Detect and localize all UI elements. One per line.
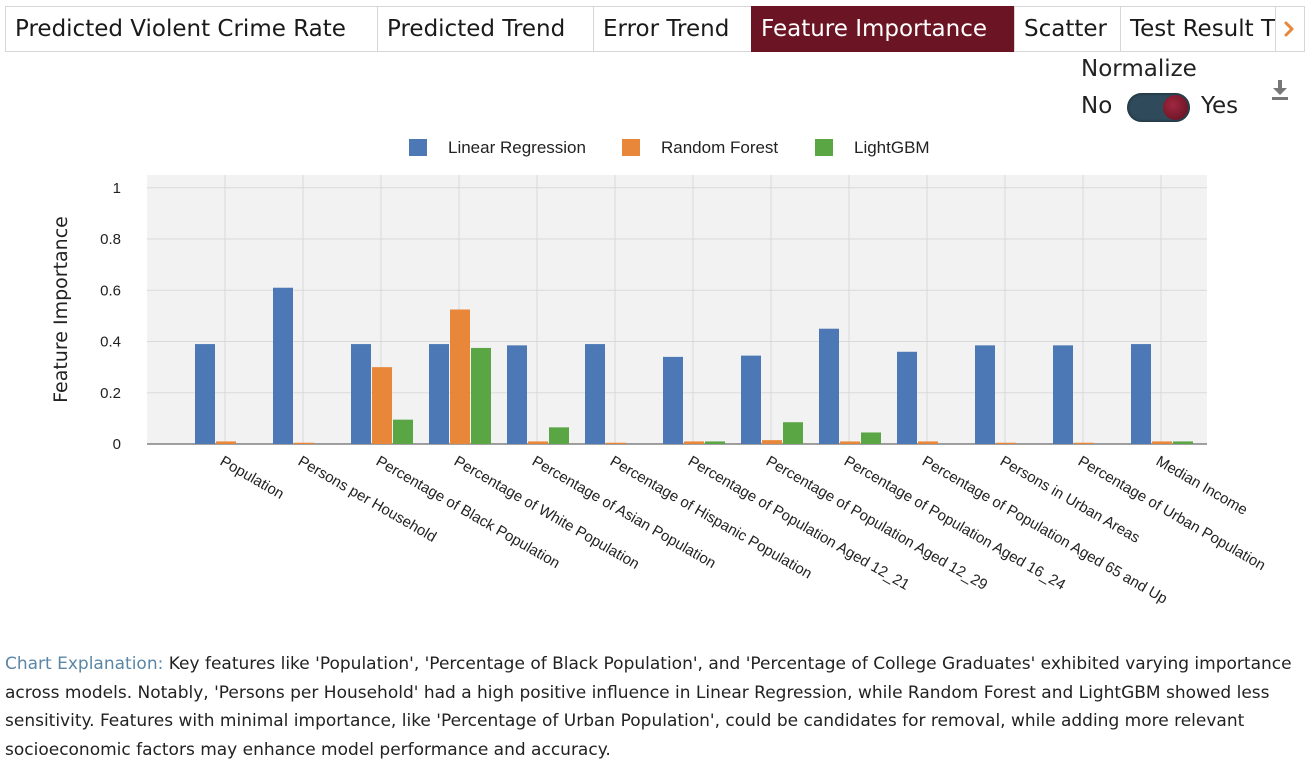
bar-lightgbm[interactable]	[783, 422, 803, 444]
y-axis: 0 0.2 0.4 0.6 0.8 1	[100, 180, 121, 453]
tab-scatter[interactable]: Scatter	[1014, 6, 1121, 52]
toggle-knob	[1163, 95, 1188, 120]
tab-feature-importance[interactable]: Feature Importance	[751, 6, 1015, 52]
normalize-on-label: Yes	[1201, 93, 1239, 119]
bar-linear-regression[interactable]	[585, 344, 605, 444]
bar-random-forest[interactable]	[1074, 442, 1094, 444]
x-tick-label: Population	[217, 453, 287, 503]
bar-lightgbm[interactable]	[471, 347, 491, 444]
legend-swatch	[409, 139, 427, 156]
bar-linear-regression[interactable]	[819, 328, 839, 444]
y-tick-label: 0	[113, 436, 121, 453]
feature-importance-chart: Linear Regression Random Forest LightGBM 0…	[50, 138, 1268, 608]
legend-swatch	[622, 139, 640, 156]
download-icon	[1272, 80, 1288, 100]
tab-bar: Predicted Violent Crime Rate Predicted T…	[5, 6, 1305, 52]
bar-random-forest[interactable]	[684, 441, 704, 444]
legend-swatch	[815, 139, 833, 156]
bar-random-forest[interactable]	[606, 442, 626, 444]
chart-explanation-label: Chart Explanation:	[5, 654, 164, 674]
x-axis: Population Persons per HouseholdPercentag…	[217, 453, 1268, 608]
y-axis-title: Feature Importance	[50, 216, 72, 403]
download-button[interactable]	[1268, 76, 1292, 102]
bar-random-forest[interactable]	[996, 442, 1016, 444]
chart-explanation: Chart Explanation: Key features like 'Po…	[5, 650, 1305, 764]
normalize-label: Normalize	[1081, 56, 1197, 82]
bar-lightgbm[interactable]	[549, 427, 569, 444]
x-tick-label: Persons per Household	[295, 453, 439, 546]
bar-random-forest[interactable]	[528, 441, 548, 444]
bar-lightgbm[interactable]	[705, 441, 725, 444]
tab-predicted-violent-crime-rate[interactable]: Predicted Violent Crime Rate	[5, 6, 378, 52]
bar-random-forest[interactable]	[918, 441, 938, 444]
bar-linear-regression[interactable]	[897, 351, 917, 444]
bar-linear-regression[interactable]	[507, 345, 527, 444]
y-tick-label: 0.2	[100, 385, 121, 402]
bar-random-forest[interactable]	[840, 441, 860, 444]
bar-lightgbm[interactable]	[1173, 441, 1193, 444]
bar-linear-regression[interactable]	[195, 344, 215, 444]
bar-linear-regression[interactable]	[273, 287, 293, 444]
bar-lightgbm[interactable]	[393, 419, 413, 444]
legend-label[interactable]: Linear Regression	[448, 138, 586, 157]
bar-random-forest[interactable]	[450, 309, 470, 445]
bar-linear-regression[interactable]	[741, 355, 761, 444]
bar-random-forest[interactable]	[294, 442, 314, 444]
chart-legend: Linear Regression Random Forest LightGBM	[409, 138, 930, 157]
bar-linear-regression[interactable]	[975, 345, 995, 444]
y-tick-label: 1	[113, 180, 121, 197]
bar-linear-regression[interactable]	[1131, 344, 1151, 444]
y-tick-label: 0.8	[100, 231, 121, 248]
legend-label[interactable]: Random Forest	[661, 138, 778, 157]
tab-scroll-right-button[interactable]	[1275, 6, 1305, 52]
normalize-toggle[interactable]	[1127, 93, 1190, 122]
legend-label[interactable]: LightGBM	[854, 138, 930, 157]
bar-random-forest[interactable]	[372, 367, 392, 444]
bar-linear-regression[interactable]	[429, 344, 449, 444]
bar-lightgbm[interactable]	[861, 432, 881, 444]
y-tick-label: 0.4	[100, 334, 121, 351]
tab-test-result[interactable]: Test Result T	[1120, 6, 1278, 52]
chart-bars	[195, 287, 1193, 445]
bar-linear-regression[interactable]	[663, 356, 683, 444]
chevron-right-icon	[1284, 21, 1294, 37]
bar-linear-regression[interactable]	[1053, 345, 1073, 444]
bar-random-forest[interactable]	[762, 440, 782, 444]
normalize-off-label: No	[1081, 93, 1113, 119]
x-tick-label: Persons in Urban Areas	[997, 453, 1143, 547]
bar-random-forest[interactable]	[1152, 441, 1172, 444]
tab-predicted-trend[interactable]: Predicted Trend	[377, 6, 594, 52]
bar-random-forest[interactable]	[216, 441, 236, 444]
bar-linear-regression[interactable]	[351, 344, 371, 444]
tab-error-trend[interactable]: Error Trend	[593, 6, 752, 52]
chart-explanation-text: Key features like 'Population', 'Percent…	[5, 654, 1292, 760]
y-tick-label: 0.6	[100, 282, 121, 299]
